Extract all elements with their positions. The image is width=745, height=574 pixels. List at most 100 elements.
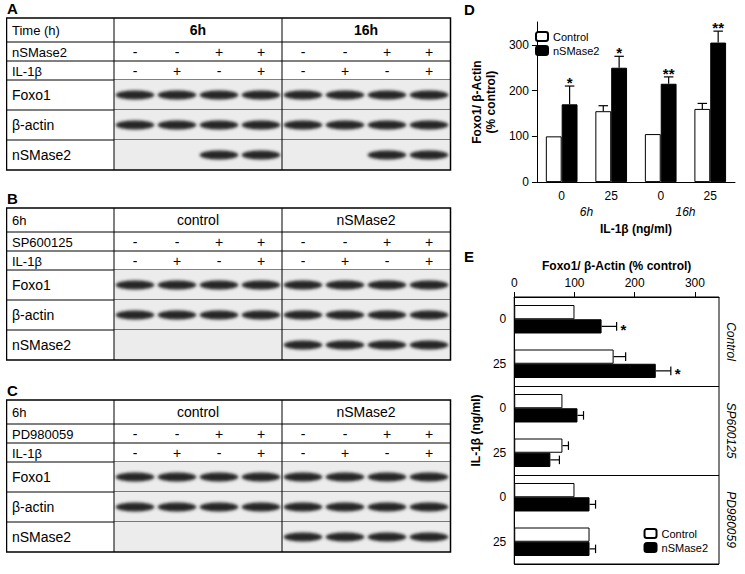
svg-text:PD980059: PD980059 — [12, 427, 73, 442]
svg-text:+: + — [425, 234, 433, 250]
svg-text:-: - — [133, 44, 138, 60]
svg-text:6h: 6h — [12, 213, 26, 228]
svg-text:nSMase2: nSMase2 — [336, 212, 395, 228]
svg-text:-: - — [301, 63, 306, 79]
svg-text:0: 0 — [558, 189, 565, 203]
svg-text:**: ** — [712, 19, 724, 36]
svg-text:300: 300 — [509, 38, 529, 52]
svg-text:β-actin: β-actin — [12, 499, 54, 515]
svg-text:-: - — [133, 426, 138, 442]
svg-text:IL-1β (ng/ml): IL-1β (ng/ml) — [600, 222, 672, 236]
svg-text:-: - — [301, 253, 306, 269]
svg-text:*: * — [567, 74, 573, 91]
svg-text:0: 0 — [500, 490, 507, 504]
svg-text:-: - — [343, 426, 348, 442]
svg-text:Control: Control — [662, 528, 697, 540]
svg-text:E: E — [464, 248, 474, 265]
svg-text:nSMase2: nSMase2 — [12, 45, 67, 60]
svg-text:+: + — [257, 426, 265, 442]
svg-text:+: + — [257, 234, 265, 250]
svg-text:100: 100 — [564, 276, 584, 290]
svg-text:+: + — [383, 44, 391, 60]
svg-text:Foxo1: Foxo1 — [12, 469, 51, 485]
svg-text:+: + — [383, 234, 391, 250]
svg-text:+: + — [341, 253, 349, 269]
svg-text:Time (h): Time (h) — [12, 23, 60, 38]
svg-text:25: 25 — [605, 189, 619, 203]
svg-text:-: - — [175, 44, 180, 60]
svg-text:control: control — [177, 404, 219, 420]
svg-text:nSMase2: nSMase2 — [662, 542, 708, 554]
svg-text:+: + — [173, 253, 181, 269]
svg-text:+: + — [173, 63, 181, 79]
svg-text:-: - — [133, 253, 138, 269]
svg-text:-: - — [217, 445, 222, 461]
svg-text:+: + — [341, 445, 349, 461]
svg-text:25: 25 — [493, 535, 507, 549]
svg-text:Foxo1: Foxo1 — [12, 87, 51, 103]
svg-text:+: + — [215, 234, 223, 250]
svg-text:*: * — [616, 44, 622, 61]
svg-text:-: - — [301, 445, 306, 461]
svg-text:control: control — [177, 212, 219, 228]
svg-text:-: - — [133, 63, 138, 79]
svg-text:*: * — [621, 321, 627, 338]
svg-text:nSMase2: nSMase2 — [553, 45, 599, 57]
svg-text:6h: 6h — [12, 405, 26, 420]
svg-text:-: - — [343, 234, 348, 250]
svg-text:6h: 6h — [580, 205, 594, 219]
svg-text:0: 0 — [500, 401, 507, 415]
svg-text:nSMase2: nSMase2 — [12, 147, 71, 163]
svg-text:A: A — [7, 0, 18, 17]
svg-text:+: + — [173, 445, 181, 461]
svg-text:-: - — [175, 234, 180, 250]
svg-text:Foxo1: Foxo1 — [12, 277, 51, 293]
svg-text:-: - — [217, 253, 222, 269]
svg-text:β-actin: β-actin — [12, 307, 54, 323]
svg-text:-: - — [301, 234, 306, 250]
svg-text:+: + — [257, 445, 265, 461]
svg-text:PD980059: PD980059 — [724, 491, 738, 548]
svg-text:-: - — [385, 63, 390, 79]
svg-text:+: + — [257, 63, 265, 79]
svg-text:16h: 16h — [354, 22, 378, 38]
svg-text:0: 0 — [500, 312, 507, 326]
svg-text:25: 25 — [493, 446, 507, 460]
svg-text:(% control): (% control) — [484, 71, 498, 134]
svg-text:0: 0 — [657, 189, 664, 203]
svg-text:+: + — [425, 253, 433, 269]
svg-text:**: ** — [663, 65, 675, 82]
svg-text:+: + — [257, 44, 265, 60]
svg-text:-: - — [133, 234, 138, 250]
svg-text:200: 200 — [509, 84, 529, 98]
svg-text:+: + — [257, 253, 265, 269]
svg-text:nSMase2: nSMase2 — [12, 529, 71, 545]
svg-text:nSMase2: nSMase2 — [12, 337, 71, 353]
svg-text:B: B — [7, 190, 18, 207]
svg-text:25: 25 — [493, 357, 507, 371]
svg-text:Foxo1/ β-Actin (% control): Foxo1/ β-Actin (% control) — [542, 259, 691, 273]
svg-text:-: - — [301, 44, 306, 60]
svg-text:SP600125: SP600125 — [724, 402, 738, 458]
svg-text:+: + — [425, 426, 433, 442]
svg-text:C: C — [7, 382, 18, 399]
svg-text:-: - — [385, 253, 390, 269]
svg-text:+: + — [425, 63, 433, 79]
svg-text:+: + — [341, 63, 349, 79]
svg-text:+: + — [425, 44, 433, 60]
svg-text:IL-1β: IL-1β — [12, 254, 42, 269]
svg-text:Control: Control — [724, 322, 738, 361]
svg-text:0: 0 — [522, 175, 529, 189]
svg-text:Foxo1/ β-Actin: Foxo1/ β-Actin — [470, 60, 484, 143]
svg-text:+: + — [215, 426, 223, 442]
svg-text:-: - — [175, 426, 180, 442]
svg-text:-: - — [343, 44, 348, 60]
svg-text:16h: 16h — [675, 205, 695, 219]
svg-text:+: + — [383, 426, 391, 442]
svg-text:200: 200 — [625, 276, 645, 290]
svg-text:Control: Control — [553, 31, 588, 43]
svg-text:-: - — [133, 445, 138, 461]
svg-text:nSMase2: nSMase2 — [336, 404, 395, 420]
svg-text:+: + — [215, 44, 223, 60]
svg-text:*: * — [675, 365, 681, 382]
